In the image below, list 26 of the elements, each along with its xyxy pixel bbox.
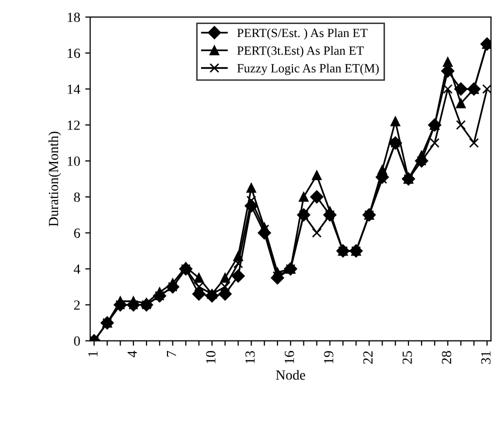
y-axis-title: Duration(Month)	[48, 132, 62, 226]
x-tick-label: 7	[166, 350, 176, 357]
y-tick-label: 2	[74, 300, 80, 310]
x-axis-title: Node	[276, 370, 306, 380]
legend-label: Fuzzy Logic As Plan ET(M)	[237, 64, 379, 76]
x-tick-label: 22	[363, 351, 373, 364]
y-tick-label: 10	[68, 156, 80, 166]
x-tick-label: 25	[402, 351, 412, 364]
x-tick-label: 28	[442, 351, 452, 364]
y-tick-label: 4	[74, 264, 80, 274]
x-tick-label: 16	[284, 350, 294, 364]
x-tick-label: 10	[206, 351, 216, 364]
legend-label: PERT(S/Est. ) As Plan ET	[237, 28, 368, 40]
x-tick-label: 1	[88, 351, 98, 356]
x-tick-label: 13	[245, 351, 255, 364]
x-tick-label: 31	[481, 351, 491, 364]
y-tick-label: 6	[74, 228, 80, 238]
y-tick-label: 14	[68, 84, 80, 94]
x-tick-label: 19	[324, 351, 334, 364]
y-tick-label: 12	[68, 120, 80, 130]
y-tick-label: 0	[74, 336, 80, 346]
y-tick-label: 18	[68, 12, 80, 22]
y-tick-label: 16	[68, 48, 80, 58]
y-tick-label: 8	[74, 192, 80, 202]
legend-label: PERT(3t.Est) As Plan ET	[237, 46, 364, 58]
x-tick-label: 4	[128, 350, 137, 358]
